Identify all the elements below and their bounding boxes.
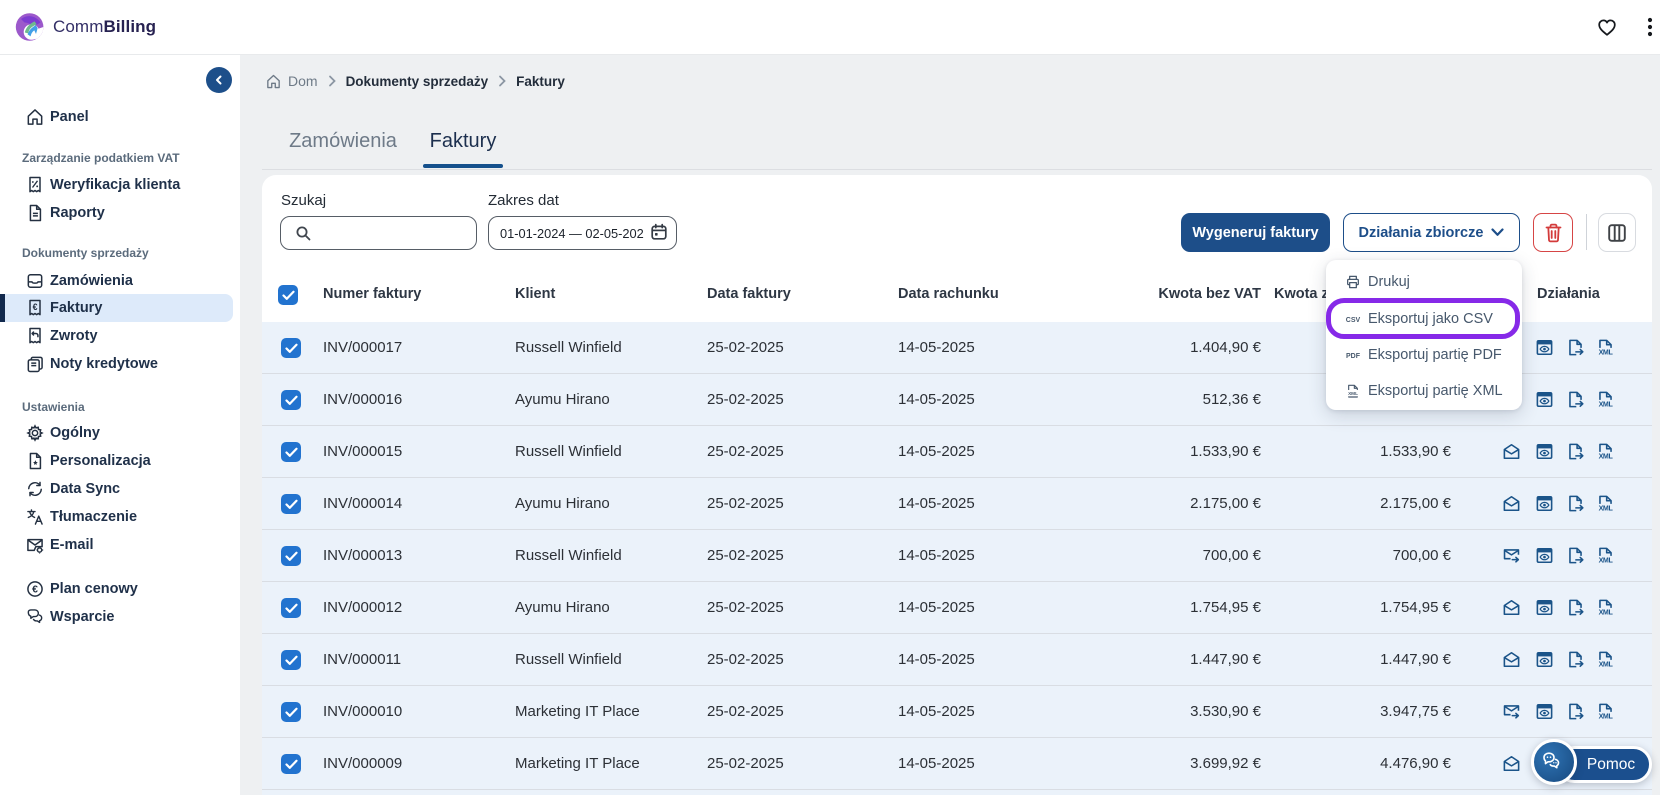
svg-text:CSV: CSV (1346, 317, 1361, 324)
svg-text:€: € (33, 302, 38, 312)
svg-text:XML: XML (1599, 557, 1614, 565)
svg-text:XML: XML (1599, 349, 1614, 357)
svg-text:XML: XML (1599, 661, 1614, 669)
svg-text:XML: XML (1599, 609, 1614, 617)
svg-text:XML: XML (1348, 391, 1358, 396)
svg-text:PDF: PDF (1346, 353, 1361, 360)
svg-text:XML: XML (1599, 505, 1614, 513)
svg-text:XML: XML (1599, 401, 1614, 409)
svg-text:€: € (32, 585, 38, 596)
svg-text:XML: XML (1599, 713, 1614, 721)
svg-text:XML: XML (1599, 453, 1614, 461)
